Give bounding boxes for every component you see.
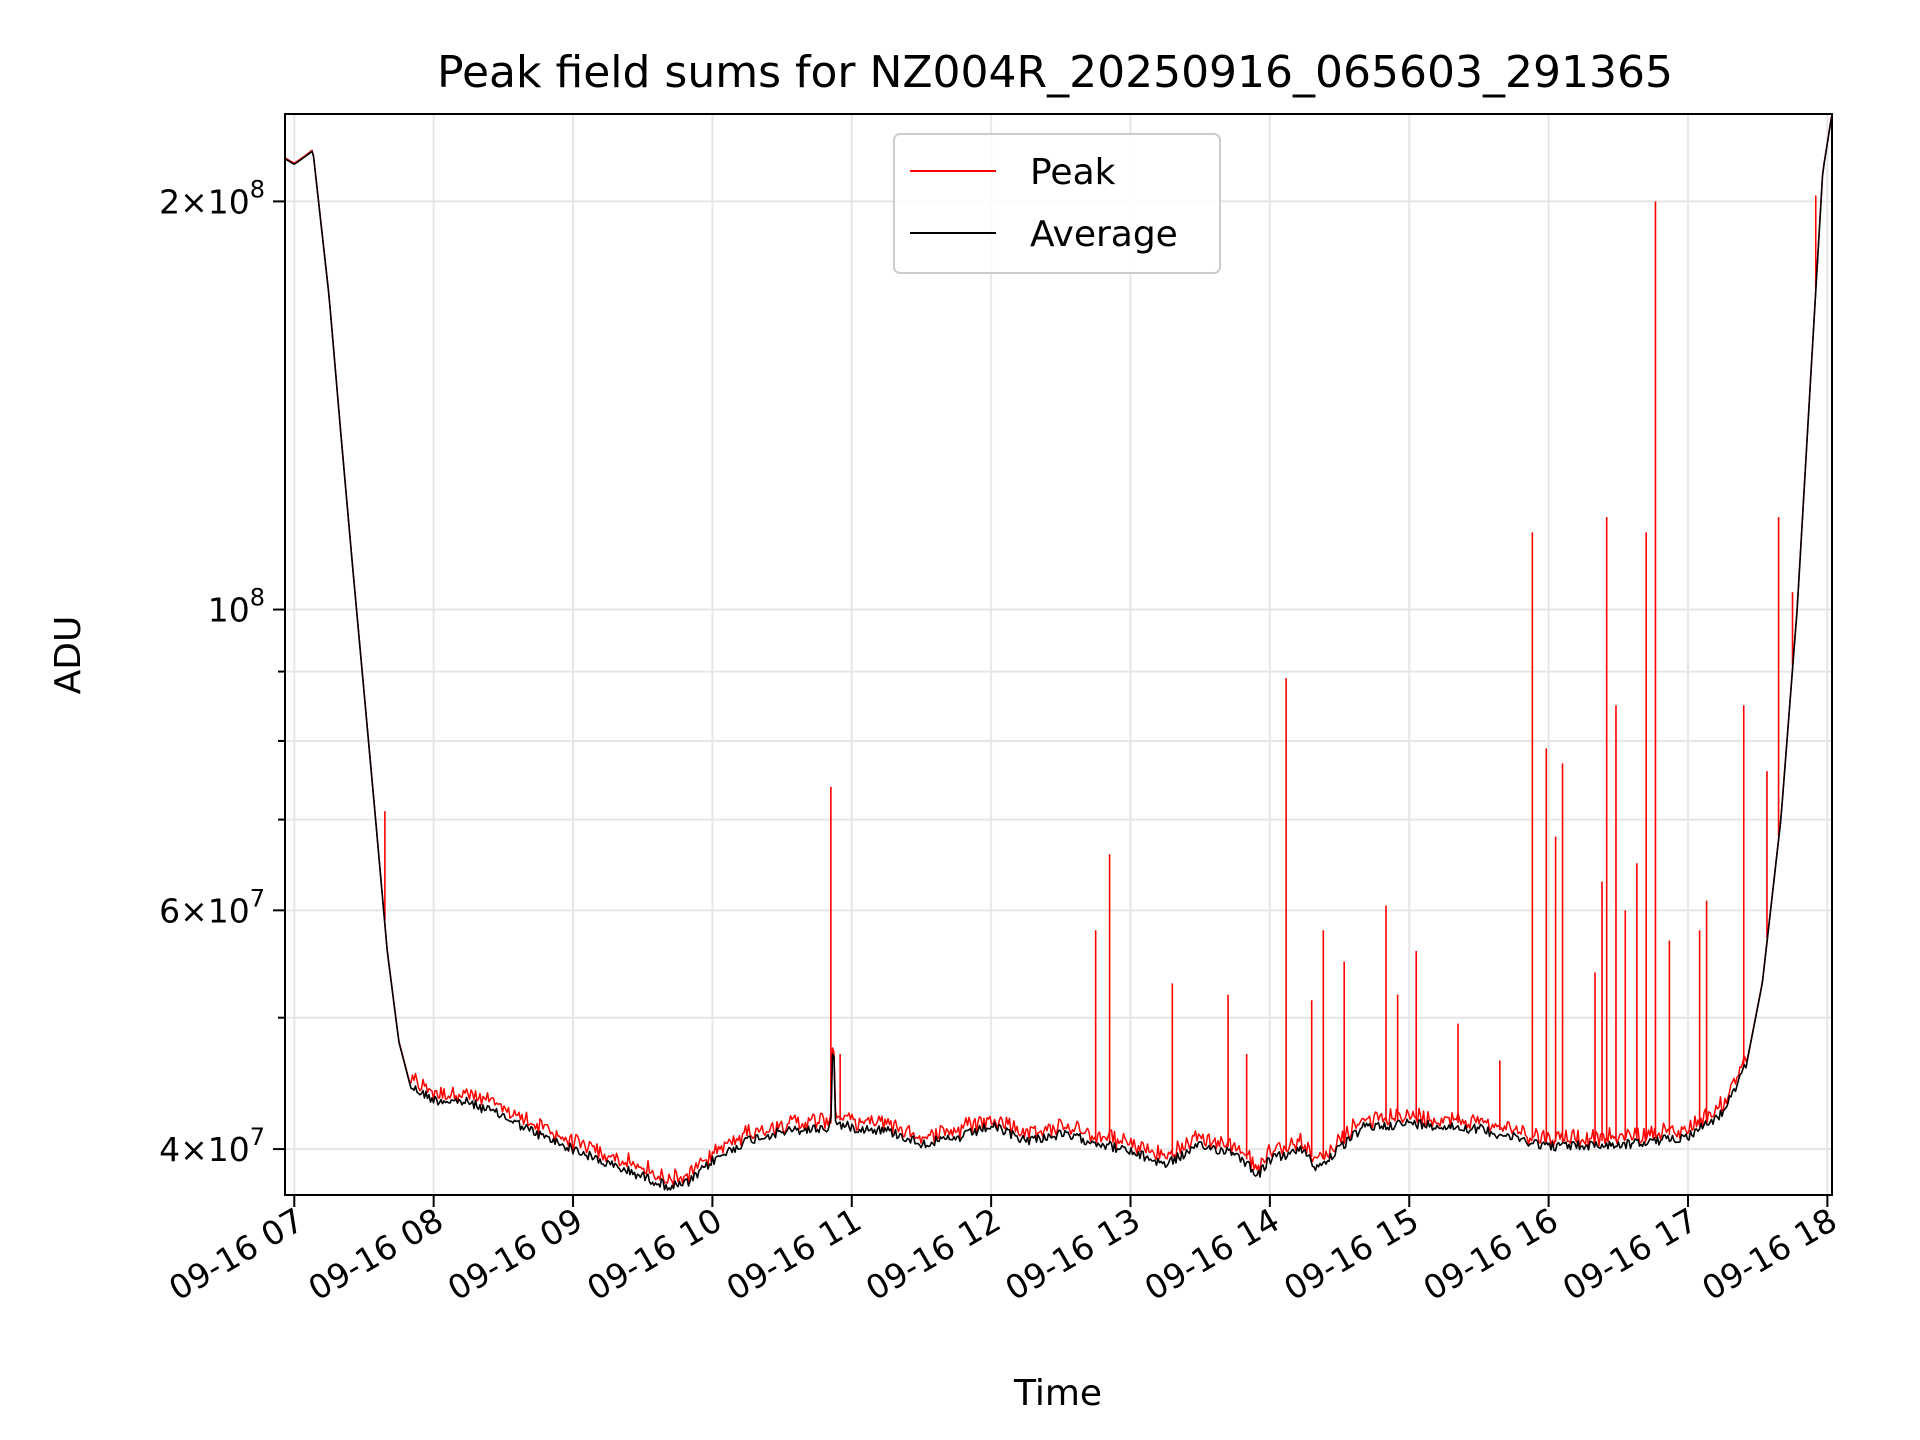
y-tick-mantissa: 10	[208, 591, 250, 630]
y-tick-exponent: 7	[250, 884, 265, 912]
y-tick-mantissa: 2×10	[159, 182, 250, 221]
y-tick-label: 4×107	[159, 1123, 265, 1169]
y-tick-label: 6×107	[159, 884, 265, 930]
legend-box	[893, 133, 1221, 274]
legend-label-average: Average	[1030, 214, 1178, 255]
chart-title: Peak field sums for NZ004R_20250916_0656…	[437, 47, 1673, 98]
x-axis-label: Time	[1013, 1373, 1102, 1414]
legend-label-peak: Peak	[1030, 152, 1116, 193]
y-tick-label: 108	[208, 584, 265, 630]
legend: Peak Average	[893, 133, 1221, 274]
y-axis-label: ADU	[48, 616, 89, 695]
y-tick-exponent: 8	[250, 175, 265, 203]
y-tick-label: 2×108	[159, 175, 265, 221]
y-tick-mantissa: 4×10	[159, 1130, 250, 1169]
series-layer	[285, 116, 1832, 1191]
series-line-peak	[285, 116, 1832, 1187]
grid	[285, 114, 1832, 1195]
series-line-average	[285, 117, 1832, 1191]
y-tick-mantissa: 6×10	[159, 891, 250, 930]
plot-frame	[284, 113, 1833, 1196]
y-tick-exponent: 7	[250, 1123, 265, 1151]
y-tick-exponent: 8	[250, 584, 265, 612]
